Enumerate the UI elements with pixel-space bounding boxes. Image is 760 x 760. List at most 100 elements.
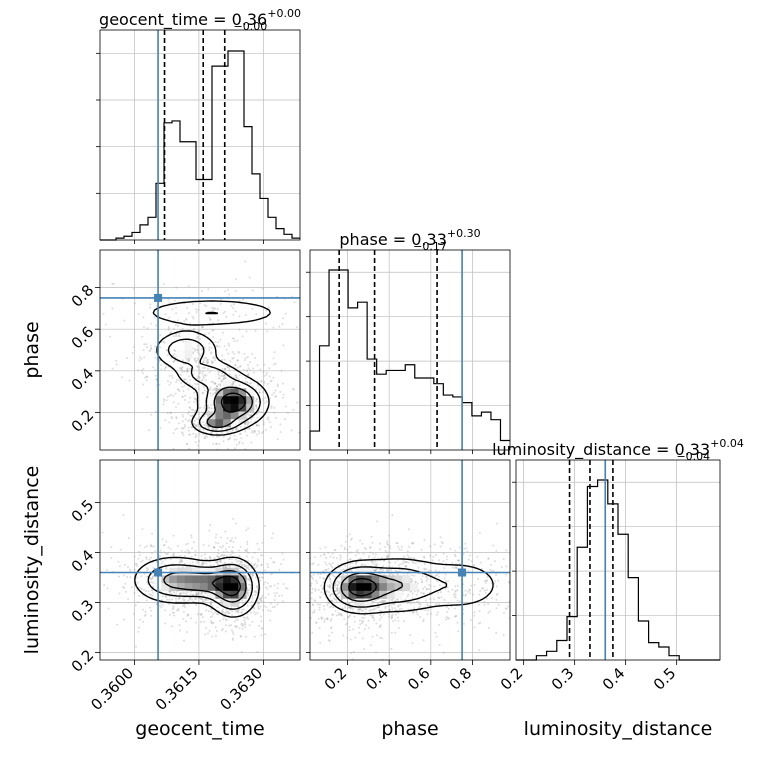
sample-point: [352, 628, 355, 631]
density-cell: [207, 419, 216, 428]
sample-point: [216, 606, 219, 609]
hist-geocent-time-frame: [99, 29, 301, 241]
sample-point: [315, 622, 318, 625]
sample-point: [497, 579, 500, 582]
sample-point: [487, 611, 490, 614]
sample-point: [203, 424, 206, 427]
sample-point: [235, 385, 238, 388]
sample-point: [432, 555, 435, 558]
sample-point: [395, 542, 398, 545]
sample-point: [332, 606, 335, 609]
sample-point: [204, 599, 207, 602]
contour-level: [152, 300, 272, 436]
sample-point: [222, 551, 225, 553]
sample-point: [218, 377, 221, 380]
sample-point: [337, 614, 340, 617]
sample-point: [181, 327, 184, 330]
sample-point: [387, 560, 390, 563]
sample-point: [204, 423, 207, 425]
sample-point: [473, 563, 476, 566]
sample-point: [311, 591, 313, 594]
sample-point: [246, 423, 249, 426]
tick-label-x: 0.3615: [152, 664, 202, 714]
sample-point: [222, 611, 225, 614]
sample-point: [145, 375, 148, 378]
sample-point: [407, 601, 410, 604]
sample-point: [200, 598, 203, 600]
sample-point: [150, 545, 153, 548]
sample-point: [271, 606, 274, 609]
sample-point: [416, 613, 419, 616]
sample-point: [190, 536, 193, 539]
sample-point: [281, 600, 284, 603]
sample-point: [229, 539, 232, 542]
sample-point: [194, 359, 197, 362]
sample-point: [281, 396, 284, 399]
sample-point: [197, 375, 200, 378]
sample-point: [146, 581, 149, 584]
sample-point: [205, 592, 207, 594]
sample-point: [210, 432, 213, 435]
sample-point: [339, 587, 341, 590]
sample-point: [183, 604, 186, 607]
sample-point: [277, 582, 280, 585]
sample-point: [240, 561, 243, 564]
sample-point: [198, 329, 201, 332]
sample-point: [242, 368, 245, 371]
density-cell: [176, 350, 185, 358]
sample-point: [413, 601, 415, 604]
sample-point: [140, 587, 143, 590]
sample-point: [269, 602, 272, 605]
sample-point: [184, 550, 187, 553]
sample-point: [228, 624, 231, 627]
sample-point: [235, 374, 238, 377]
sample-point: [179, 629, 181, 632]
sample-point: [183, 378, 186, 381]
sample-point: [231, 546, 234, 549]
sample-point: [390, 617, 393, 619]
sample-point: [273, 351, 276, 354]
axis-label-y-phase: phase: [21, 321, 43, 378]
sample-point: [193, 358, 196, 361]
sample-point: [396, 616, 399, 619]
sample-point: [258, 607, 260, 610]
sample-point: [423, 567, 426, 570]
sample-point: [428, 583, 430, 586]
sample-point: [327, 567, 330, 570]
panel-ld-vs-phase-frame: [309, 459, 511, 661]
sample-point: [182, 599, 185, 602]
sample-point: [187, 285, 190, 288]
sample-point: [227, 352, 230, 355]
sample-point: [291, 387, 294, 390]
sample-point: [446, 617, 449, 620]
sample-point: [266, 582, 269, 585]
sample-point: [203, 415, 206, 418]
sample-point: [321, 588, 324, 590]
sample-point: [175, 600, 178, 603]
sample-point: [154, 374, 157, 377]
sample-point: [184, 425, 187, 428]
sample-point: [243, 422, 246, 425]
sample-point: [354, 603, 357, 606]
sample-point: [252, 564, 255, 567]
sample-point: [311, 611, 314, 614]
sample-point: [262, 583, 265, 586]
sample-point: [355, 562, 357, 565]
sample-point: [370, 535, 373, 538]
sample-point: [181, 432, 184, 435]
sample-point: [280, 369, 283, 372]
sample-point: [411, 560, 414, 563]
sample-point: [417, 566, 420, 569]
density-cell: [223, 419, 232, 428]
sample-point: [168, 302, 171, 304]
sample-point: [419, 605, 422, 608]
sample-point: [188, 550, 191, 553]
sample-point: [189, 396, 192, 399]
sample-point: [361, 616, 364, 619]
sample-point: [199, 302, 202, 305]
sample-point: [135, 562, 138, 565]
sample-point: [458, 562, 461, 565]
sample-point: [172, 447, 175, 450]
sample-point: [163, 341, 166, 344]
sample-point: [221, 603, 224, 605]
